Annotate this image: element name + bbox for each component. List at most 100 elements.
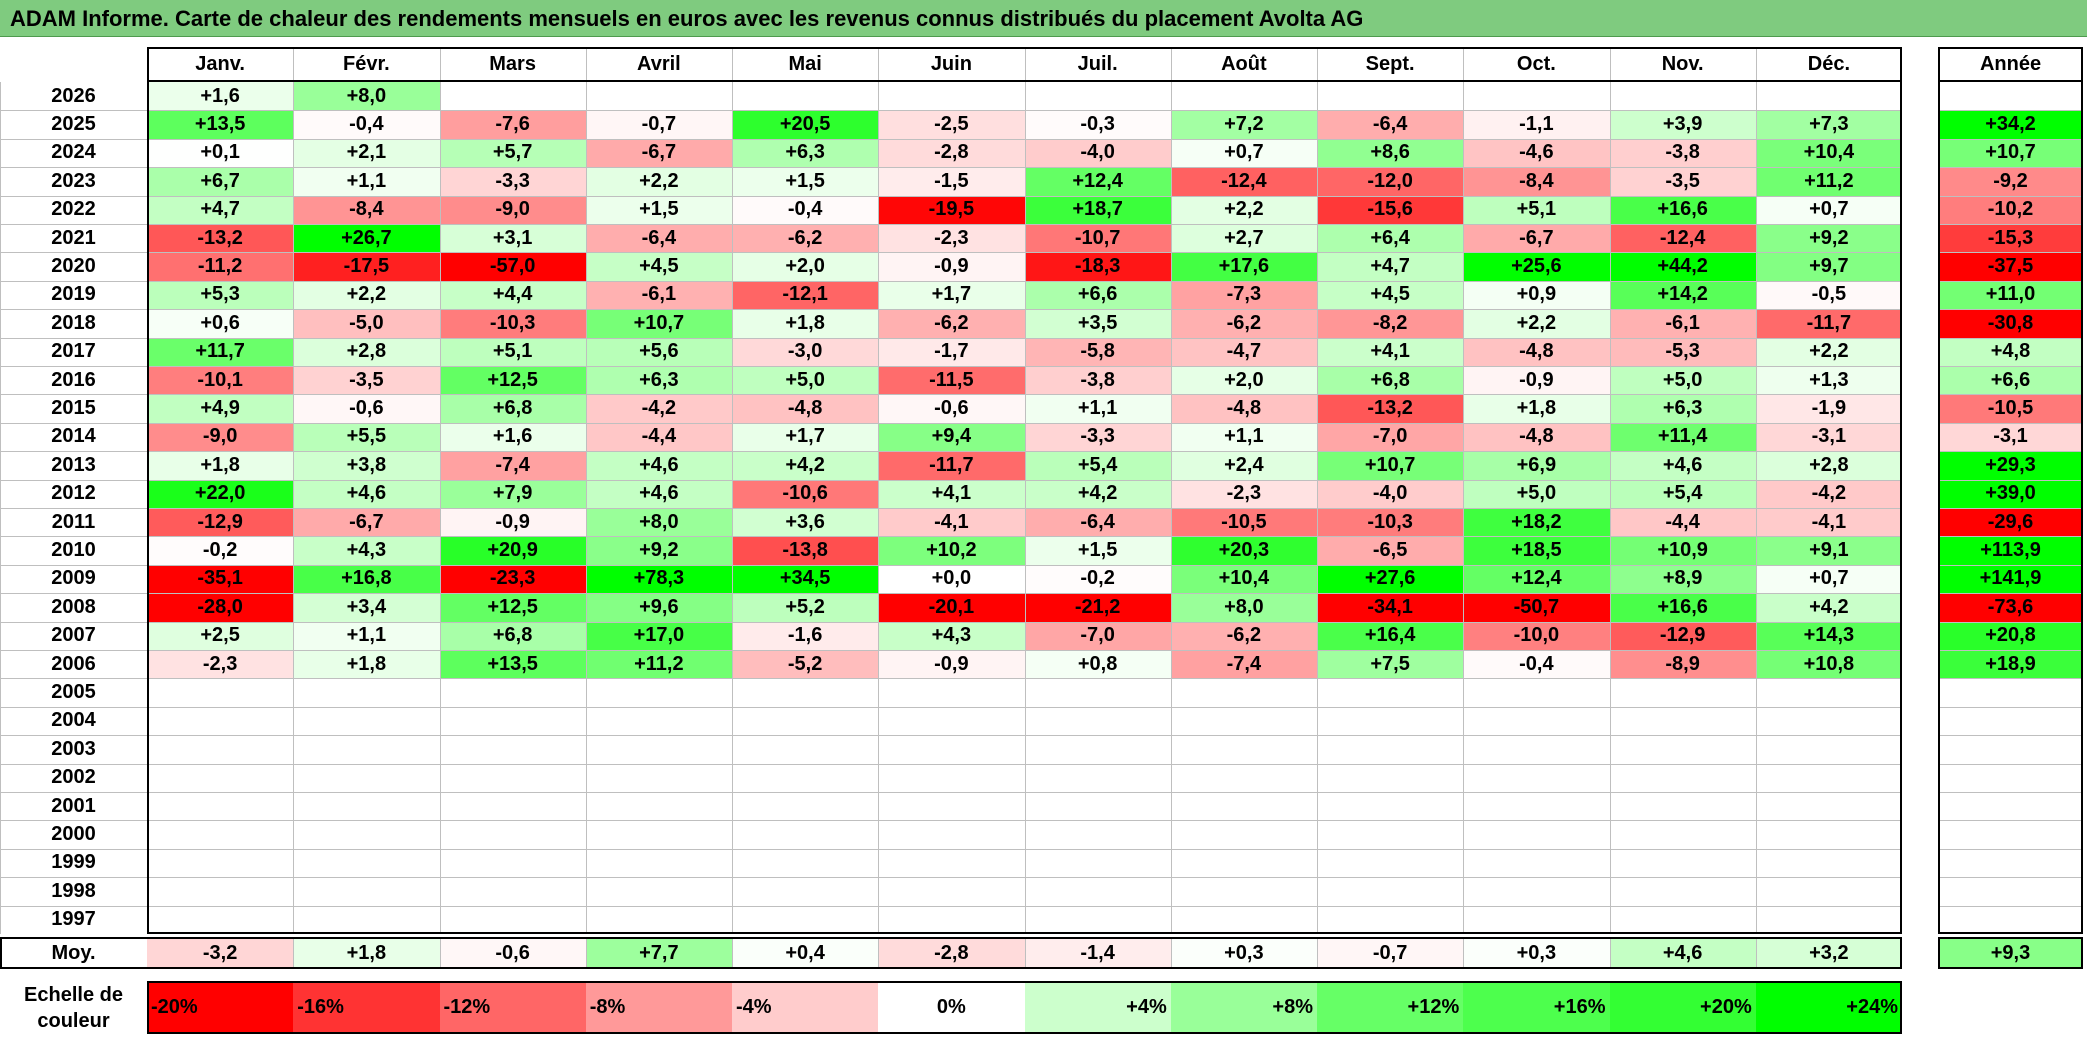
- heatmap-cell: -23,3: [439, 564, 586, 594]
- annual-cell: +20,8: [1938, 621, 2083, 650]
- heatmap-cell: +6,3: [1609, 394, 1756, 423]
- heatmap-cell: -6,1: [1609, 309, 1756, 338]
- heatmap-cell: +1,3: [1755, 366, 1902, 395]
- heatmap-cell: +7,9: [439, 479, 586, 508]
- heatmap-cell: +3,8: [293, 451, 440, 480]
- heatmap-cell: +4,7: [147, 195, 294, 224]
- heatmap-cell: +3,4: [293, 593, 440, 622]
- heatmap-cell: -6,2: [878, 309, 1025, 338]
- heatmap-cell: +2,5: [147, 621, 294, 650]
- heatmap-cell: +8,6: [1317, 138, 1464, 168]
- heatmap-cell: +12,5: [439, 593, 586, 622]
- heatmap-cell: -8,2: [1317, 309, 1464, 338]
- heatmap-cell: [1463, 707, 1609, 735]
- heatmap-cell: [1171, 707, 1317, 735]
- heatmap-cell: [440, 877, 586, 905]
- grid-hline: [0, 763, 1902, 765]
- heatmap-cell: [147, 849, 293, 877]
- heatmap-cell: [147, 792, 293, 820]
- heatmap-cell: +5,1: [1463, 195, 1610, 224]
- grid-hline: [1938, 650, 2083, 651]
- heatmap-cell: -15,6: [1317, 195, 1464, 224]
- heatmap-cell: +11,2: [1755, 167, 1902, 196]
- heatmap-cell: [293, 849, 439, 877]
- grid-hline: [1938, 508, 2083, 509]
- heatmap-cell: -12,9: [1609, 621, 1756, 650]
- heatmap-cell: +10,7: [585, 309, 732, 338]
- heatmap-cell: +6,3: [732, 138, 879, 168]
- heatmap-cell: [1025, 82, 1171, 110]
- month-header: Juil.: [1077, 53, 1118, 75]
- heatmap-cell: [1317, 906, 1463, 934]
- year-label: 1999: [51, 851, 96, 874]
- heatmap-cell: -0,2: [147, 536, 294, 565]
- heatmap-cell: [293, 906, 439, 934]
- average-annual-cell: +9,3: [1938, 937, 2083, 969]
- grid-hline: [0, 479, 1902, 481]
- annual-cell: [1938, 849, 2083, 877]
- heatmap-cell: +1,6: [147, 82, 294, 111]
- heatmap-cell: +11,7: [147, 337, 294, 366]
- year-label: 2022: [51, 198, 96, 221]
- heatmap-cell: +9,6: [585, 593, 732, 622]
- heatmap-cell: -5,2: [732, 650, 879, 679]
- heatmap-cell: +1,5: [585, 195, 732, 224]
- heatmap-cell: +1,6: [439, 422, 586, 452]
- heatmap-cell: +1,8: [1463, 394, 1610, 423]
- heatmap-cell: +4,4: [439, 280, 586, 310]
- heatmap-cell: -4,1: [878, 508, 1025, 537]
- heatmap-cell: [586, 735, 732, 763]
- heatmap-cell: [1025, 820, 1171, 848]
- heatmap-cell: -7,3: [1170, 280, 1317, 310]
- heatmap-cell: [586, 678, 732, 706]
- year-label: 2025: [51, 113, 96, 136]
- grid-hline: [0, 167, 1902, 169]
- average-label: Moy.: [51, 941, 96, 964]
- heatmap-cell: +2,2: [1463, 309, 1610, 338]
- heatmap-cell: -21,2: [1024, 593, 1171, 622]
- grid-vline: [1755, 47, 1757, 934]
- average-cell: -3,2: [147, 937, 294, 969]
- heatmap-cell: [878, 678, 1024, 706]
- heatmap-cell: +6,4: [1317, 224, 1464, 253]
- annual-cell: +141,9: [1938, 564, 2083, 594]
- grid-hline: [0, 224, 1902, 225]
- year-label: 2001: [51, 794, 96, 817]
- heatmap-cell: [1317, 707, 1463, 735]
- grid-hline: [0, 877, 1902, 879]
- grid-hline: [0, 337, 1902, 339]
- heatmap-cell: [1463, 678, 1609, 706]
- heatmap-cell: [1025, 735, 1171, 763]
- grid-hline: [1938, 309, 2083, 311]
- heatmap-cell: -0,6: [293, 394, 440, 423]
- heatmap-cell: -10,3: [1317, 508, 1464, 537]
- heatmap-cell: -6,2: [732, 224, 879, 253]
- grid-hline: [0, 138, 1902, 140]
- heatmap-cell: +4,3: [293, 536, 440, 565]
- heatmap-cell: [1610, 849, 1756, 877]
- heatmap-cell: +0,1: [147, 138, 294, 168]
- grid-hline: [0, 366, 1902, 367]
- heatmap-cell: -6,4: [1024, 508, 1171, 537]
- color-scale-step: +24%: [1755, 981, 1902, 1034]
- heatmap-cell: +20,3: [1170, 536, 1317, 565]
- heatmap-cell: [586, 707, 732, 735]
- heatmap-cell: +20,9: [439, 536, 586, 565]
- heatmap-cell: -0,9: [439, 508, 586, 537]
- grid-hline: [1938, 706, 2083, 708]
- grid-hline: [0, 309, 1902, 311]
- grid-vline: [585, 937, 587, 969]
- heatmap-cell: [1171, 764, 1317, 792]
- heatmap-cell: [1756, 820, 1902, 848]
- average-cell: +0,3: [1170, 937, 1317, 969]
- year-label: 2018: [51, 311, 96, 334]
- heatmap-cell: [1610, 877, 1756, 905]
- year-label: 2013: [51, 453, 96, 476]
- grid-vline: [1170, 937, 1172, 969]
- heatmap-cell: [147, 678, 293, 706]
- heatmap-cell: [878, 877, 1024, 905]
- grid-hline: [1938, 280, 2083, 282]
- heatmap-cell: [732, 792, 878, 820]
- heatmap-cell: -7,4: [1170, 650, 1317, 679]
- grid-hline: [1938, 224, 2083, 225]
